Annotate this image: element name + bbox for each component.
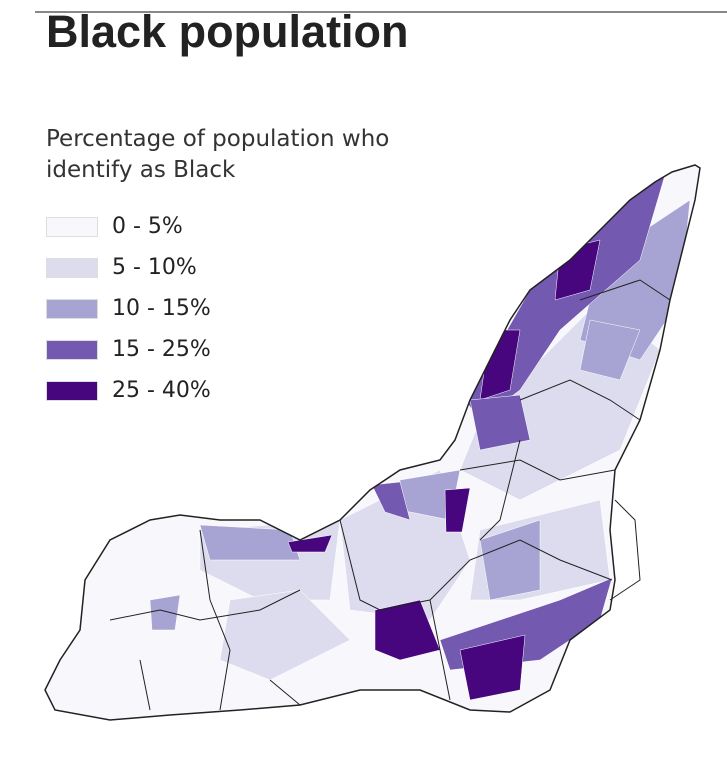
region — [199, 524, 301, 561]
boundary — [199, 529, 231, 711]
legend-item: 15 - 25% — [46, 329, 211, 370]
legend-label: 5 - 10% — [112, 255, 197, 280]
boundary — [339, 519, 451, 701]
legend-swatch — [46, 380, 98, 401]
title: Black population — [46, 6, 409, 57]
boundary — [139, 659, 151, 711]
legend: 0 - 5% 5 - 10% 10 - 15% 15 - 25% 25 - 40% — [46, 206, 211, 411]
region — [371, 481, 411, 521]
region — [579, 319, 641, 381]
region — [287, 534, 333, 553]
legend-swatch — [46, 298, 98, 319]
legend-item: 10 - 15% — [46, 288, 211, 329]
legend-label: 15 - 25% — [112, 337, 211, 362]
region — [479, 519, 541, 601]
legend-swatch — [46, 339, 98, 360]
boundary — [609, 499, 641, 601]
region — [444, 487, 471, 533]
legend-item: 25 - 40% — [46, 370, 211, 411]
legend-label: 10 - 15% — [112, 296, 211, 321]
boundary — [459, 459, 616, 481]
legend-label: 0 - 5% — [112, 214, 183, 239]
boundary — [109, 589, 301, 621]
region — [579, 199, 691, 361]
legend-swatch — [46, 257, 98, 278]
boundary — [579, 279, 671, 301]
region — [469, 394, 531, 451]
legend-item: 5 - 10% — [46, 247, 211, 288]
region — [219, 589, 351, 681]
region — [374, 599, 441, 661]
boundary — [519, 379, 641, 421]
legend-swatch — [46, 216, 98, 237]
boundary — [269, 679, 301, 706]
boundaries — [44, 164, 701, 721]
boundary — [429, 539, 613, 601]
legend-title: Percentage of population who identify as… — [46, 126, 390, 183]
region — [459, 634, 526, 701]
divider — [35, 11, 727, 13]
legend-label: 25 - 40% — [112, 378, 211, 403]
region — [149, 594, 181, 631]
boundary — [479, 439, 521, 541]
legend-item: 0 - 5% — [46, 206, 211, 247]
